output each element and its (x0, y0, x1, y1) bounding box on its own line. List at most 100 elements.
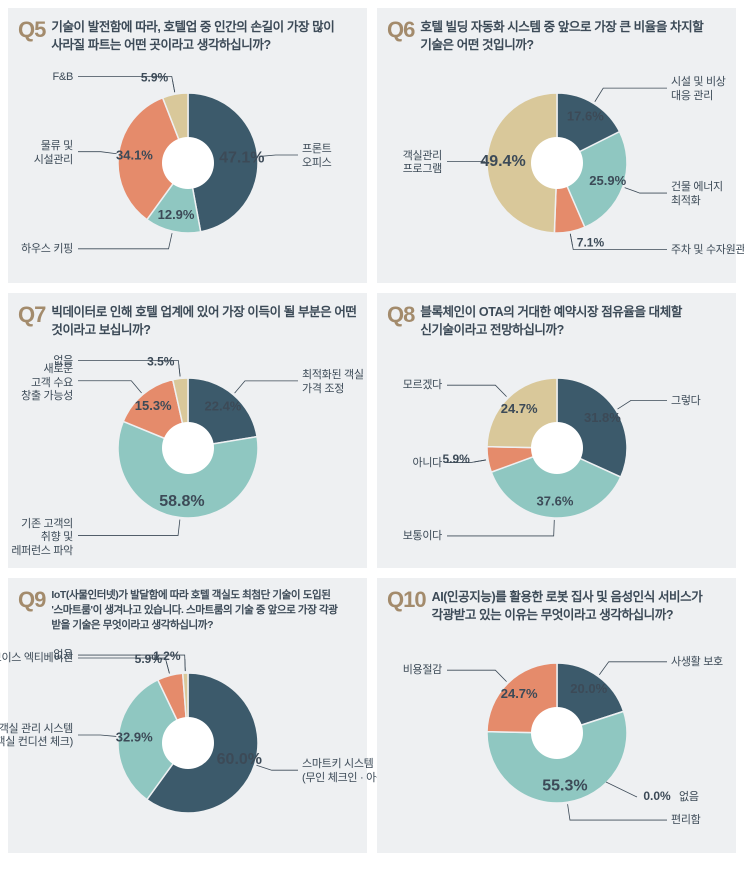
slice-label: 새로운고객 수요창출 가능성 (21, 363, 73, 404)
slice-percent: 25.9% (589, 173, 626, 188)
slice-percent: 31.8% (583, 410, 620, 425)
question-header: Q6호텔 빌딩 자동화 시스템 중 앞으로 가장 큰 비율을 차지할 기술은 어… (387, 18, 726, 54)
slice-label: 객실 관리 시스템(객실 컨디션 체크) (0, 723, 73, 751)
question-title: 기술이 발전함에 따라, 호텔업 중 인간의 손길이 가장 많이 사라질 파트는… (51, 18, 357, 54)
slice-label: 객실관리프로그램 (403, 150, 442, 178)
slice-label: 프론트오피스 (302, 143, 331, 171)
question-header: Q10AI(인공지능)를 활용한 로봇 집사 및 음성인식 서비스가 각광받고 … (387, 588, 726, 624)
donut-hole (162, 137, 214, 189)
question-header: Q9IoT(사물인터넷)가 발달함에 따라 호텔 객실도 최첨단 기술이 도입된… (18, 588, 357, 634)
question-number: Q10 (387, 588, 426, 612)
donut-hole (162, 422, 214, 474)
question-number: Q7 (18, 303, 45, 327)
donut-chart: 31.8% 37.6% 5.9% 24.7% (387, 343, 727, 553)
slice-label: 보통이다 (403, 530, 442, 544)
leader-line (617, 401, 666, 410)
slice-label: 시설 및 비상대응 관리 (671, 76, 726, 104)
leader-line (447, 520, 554, 536)
slice-percent: 47.1% (219, 150, 264, 167)
question-number: Q9 (18, 588, 45, 612)
slice-percent: 49.4% (480, 153, 525, 170)
slice-percent: 5.9% (442, 452, 470, 466)
slice-percent: 24.7% (500, 401, 537, 416)
question-number: Q8 (387, 303, 414, 327)
leader-line (234, 381, 297, 393)
question-title: 호텔 빌딩 자동화 시스템 중 앞으로 가장 큰 비율을 차지할 기술은 어떤 … (420, 18, 726, 54)
chart-wrapper: 22.4%58.8%15.3%3.5%최적화된 객실가격 조정기존 고객의취향 … (18, 343, 357, 553)
slice-percent: 32.9% (115, 729, 152, 744)
slice-percent: 12.9% (157, 207, 194, 222)
slice-percent: 5.9% (140, 71, 168, 85)
slice-percent: 58.8% (159, 493, 204, 510)
chart-wrapper: 60.0%32.9%5.9%1.2%스마트키 시스템(무인 체크인 · 아웃)객… (18, 638, 357, 848)
question-title: 빅데이터로 인해 호텔 업계에 있어 가장 이득이 될 부분은 어떤 것이라고 … (51, 303, 357, 339)
slice-percent: 60.0% (216, 751, 261, 768)
question-title: IoT(사물인터넷)가 발달함에 따라 호텔 객실도 최첨단 기술이 도입된 '… (51, 588, 357, 634)
chart-grid: Q5기술이 발전함에 따라, 호텔업 중 인간의 손길이 가장 많이 사라질 파… (8, 8, 736, 853)
question-title: 블록체인이 OTA의 거대한 예약시장 점유율을 대체할 신기술이라고 전망하십… (420, 303, 726, 339)
slice-percent: 3.5% (147, 355, 175, 369)
question-number: Q6 (387, 18, 414, 42)
leader-line (624, 188, 666, 193)
slice-percent: 55.3% (542, 778, 587, 795)
leader-line (447, 385, 507, 396)
question-header: Q8블록체인이 OTA의 거대한 예약시장 점유율을 대체할 신기술이라고 전망… (387, 303, 726, 339)
slice-label: 기존 고객의취향 및레퍼런스 파악 (11, 518, 73, 559)
chart-wrapper: 31.8% 37.6% 5.9% 24.7% 그렇다보통이다 아니다 모르겠다 (387, 343, 726, 553)
chart-wrapper: 47.1% 12.9% 34.1% 5.9% 프론트오피스하우스 키핑 물류 및시설관리 F… (18, 58, 357, 268)
question-card: Q5기술이 발전함에 따라, 호텔업 중 인간의 손길이 가장 많이 사라질 파… (8, 8, 367, 283)
question-card: Q6호텔 빌딩 자동화 시스템 중 앞으로 가장 큰 비율을 차지할 기술은 어… (377, 8, 736, 283)
chart-wrapper: 20.0% 55.3% 24.7% 0.0% 사생활 보호편리함 비용절감없음 (387, 628, 726, 838)
slice-percent: 24.7% (500, 686, 537, 701)
leader-line (606, 782, 637, 797)
leader-line (259, 155, 297, 156)
question-card: Q7빅데이터로 인해 호텔 업계에 있어 가장 이득이 될 부분은 어떤 것이라… (8, 293, 367, 568)
leader-line (78, 520, 180, 536)
slice-percent: 37.6% (536, 494, 573, 509)
donut-hole (531, 707, 583, 759)
slice-label: 모르겠다 (403, 379, 442, 393)
donut-hole (531, 137, 583, 189)
question-header: Q5기술이 발전함에 따라, 호텔업 중 인간의 손길이 가장 많이 사라질 파… (18, 18, 357, 54)
leader-line (78, 233, 172, 249)
leader-line (567, 804, 666, 820)
leader-line (78, 735, 116, 736)
slice-percent: 17.6% (566, 109, 603, 124)
slice-label: 그렇다 (671, 395, 700, 409)
slice-percent: 0.0% (643, 789, 671, 803)
slice-percent: 15.3% (134, 398, 171, 413)
question-title: AI(인공지능)를 활용한 로봇 집사 및 음성인식 서비스가 각광받고 있는 … (432, 588, 726, 624)
donut-hole (162, 717, 214, 769)
slice-percent: 7.1% (576, 236, 604, 250)
slice-label: 없음 (53, 355, 73, 369)
leader-line (599, 662, 667, 675)
leader-line (256, 765, 298, 770)
leader-line (447, 670, 507, 681)
slice-label: 비용절감 (403, 664, 442, 678)
slice-percent: 22.4% (204, 399, 241, 414)
slice-percent: 34.1% (116, 148, 153, 163)
question-card: Q8블록체인이 OTA의 거대한 예약시장 점유율을 대체할 신기술이라고 전망… (377, 293, 736, 568)
question-number: Q5 (18, 18, 45, 42)
slice-label: 사생활 보호 (671, 656, 723, 670)
slice-label: 아니다 (413, 457, 442, 471)
question-header: Q7빅데이터로 인해 호텔 업계에 있어 가장 이득이 될 부분은 어떤 것이라… (18, 303, 357, 339)
question-card: Q9IoT(사물인터넷)가 발달함에 따라 호텔 객실도 최첨단 기술이 도입된… (8, 578, 367, 853)
question-card: Q10AI(인공지능)를 활용한 로봇 집사 및 음성인식 서비스가 각광받고 … (377, 578, 736, 853)
slice-label: 주차 및 수자원관리 (671, 244, 744, 258)
chart-wrapper: 17.6% 25.9% 7.1% 49.4% 시설 및 비상대응 관리건물 에너지최적화… (387, 58, 726, 268)
slice-label: 물류 및시설관리 (34, 140, 73, 168)
leader-line (78, 152, 117, 154)
slice-label: F&B (53, 71, 74, 85)
slice-percent: 20.0% (570, 681, 607, 696)
slice-percent: 1.2% (153, 649, 181, 663)
slice-label: 최적화된 객실가격 조정 (302, 369, 364, 397)
slice-label: 건물 에너지최적화 (671, 181, 723, 209)
slice-label: 없음 (679, 791, 699, 805)
slice-label: 없음 (53, 649, 73, 663)
donut-hole (531, 422, 583, 474)
leader-line (78, 381, 142, 393)
leader-line (594, 88, 666, 102)
slice-label: 편리함 (671, 814, 700, 828)
slice-label: 하우스 키핑 (21, 243, 73, 257)
